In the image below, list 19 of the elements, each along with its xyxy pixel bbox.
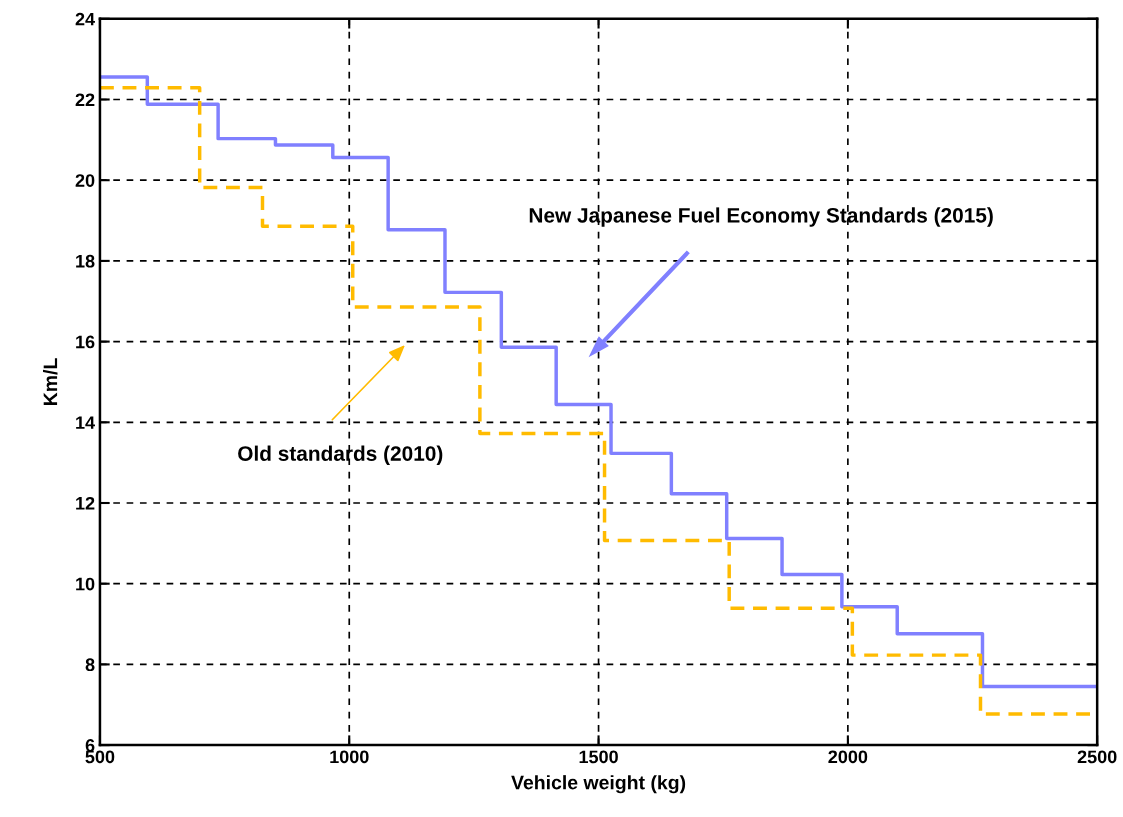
y-tick-label: 20 — [75, 174, 95, 187]
y-axis-title: Km/L — [42, 358, 58, 405]
y-tick-label: 22 — [75, 93, 95, 107]
y-tick-label: 6 — [85, 739, 95, 752]
y-tick-label: 16 — [76, 335, 95, 349]
y-tick-label: 24 — [75, 12, 95, 26]
x-tick-label: 1500 — [579, 750, 618, 764]
x-tick-label: 2500 — [1077, 750, 1117, 764]
y-tick-label: 8 — [85, 658, 95, 672]
x-tick-label: 2000 — [828, 750, 868, 764]
annotation: New Japanese Fuel Economy Standards (2015) — [529, 207, 993, 227]
y-tick-label: 14 — [76, 416, 95, 429]
x-tick-label: 500 — [85, 750, 115, 764]
x-tick-label: 1000 — [330, 750, 369, 764]
y-tick-label: 18 — [76, 254, 95, 268]
y-tick-label: 10 — [76, 577, 95, 591]
x-axis-title: Vehicle weight (kg) — [511, 775, 686, 794]
y-tick-label: 12 — [76, 496, 95, 510]
annotation: Old standards (2010) — [238, 445, 443, 466]
